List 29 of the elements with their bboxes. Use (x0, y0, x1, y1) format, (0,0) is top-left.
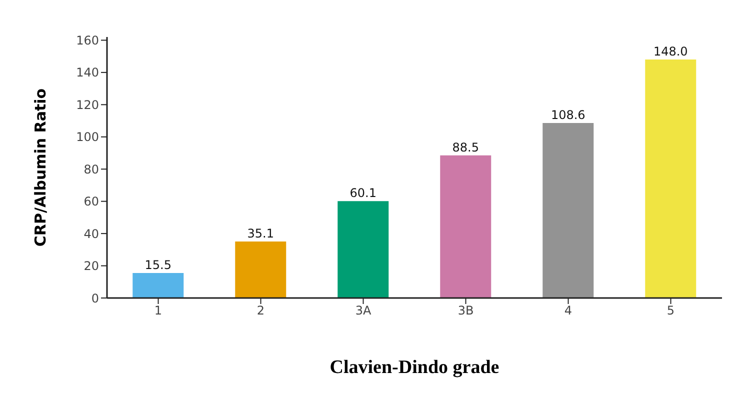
x-tick-label: 1 (154, 304, 162, 318)
x-tick-label: 5 (666, 304, 675, 318)
bar (338, 201, 389, 298)
x-tick-label: 4 (564, 304, 572, 318)
x-tick-label: 3B (458, 304, 474, 318)
data-label: 108.6 (550, 108, 586, 122)
x-tick-label: 3A (355, 304, 372, 318)
y-tick-label: 20 (84, 259, 99, 274)
bar (440, 155, 492, 298)
y-tick-label: 60 (84, 194, 99, 209)
data-label: 60.1 (350, 186, 376, 200)
y-tick-label: 100 (76, 130, 99, 144)
y-axis-title: CRP/Albumin Ratio (31, 88, 50, 247)
y-tick-label: 40 (84, 226, 99, 241)
y-tick-label: 0 (91, 291, 99, 306)
data-label: 88.5 (452, 140, 479, 154)
bar (542, 123, 594, 298)
data-label: 148.0 (653, 44, 688, 59)
data-label: 35.1 (247, 226, 274, 240)
y-tick-label: 160 (76, 33, 99, 48)
y-tick-label: 140 (76, 66, 99, 80)
bar (645, 60, 696, 298)
y-tick-label: 80 (84, 162, 99, 176)
bar (235, 241, 286, 298)
bar (132, 273, 184, 298)
x-tick-label: 2 (256, 304, 265, 318)
data-label: 15.5 (144, 258, 172, 272)
y-tick-label: 120 (76, 98, 99, 112)
x-axis-title: Clavien-Dindo grade (330, 357, 500, 378)
